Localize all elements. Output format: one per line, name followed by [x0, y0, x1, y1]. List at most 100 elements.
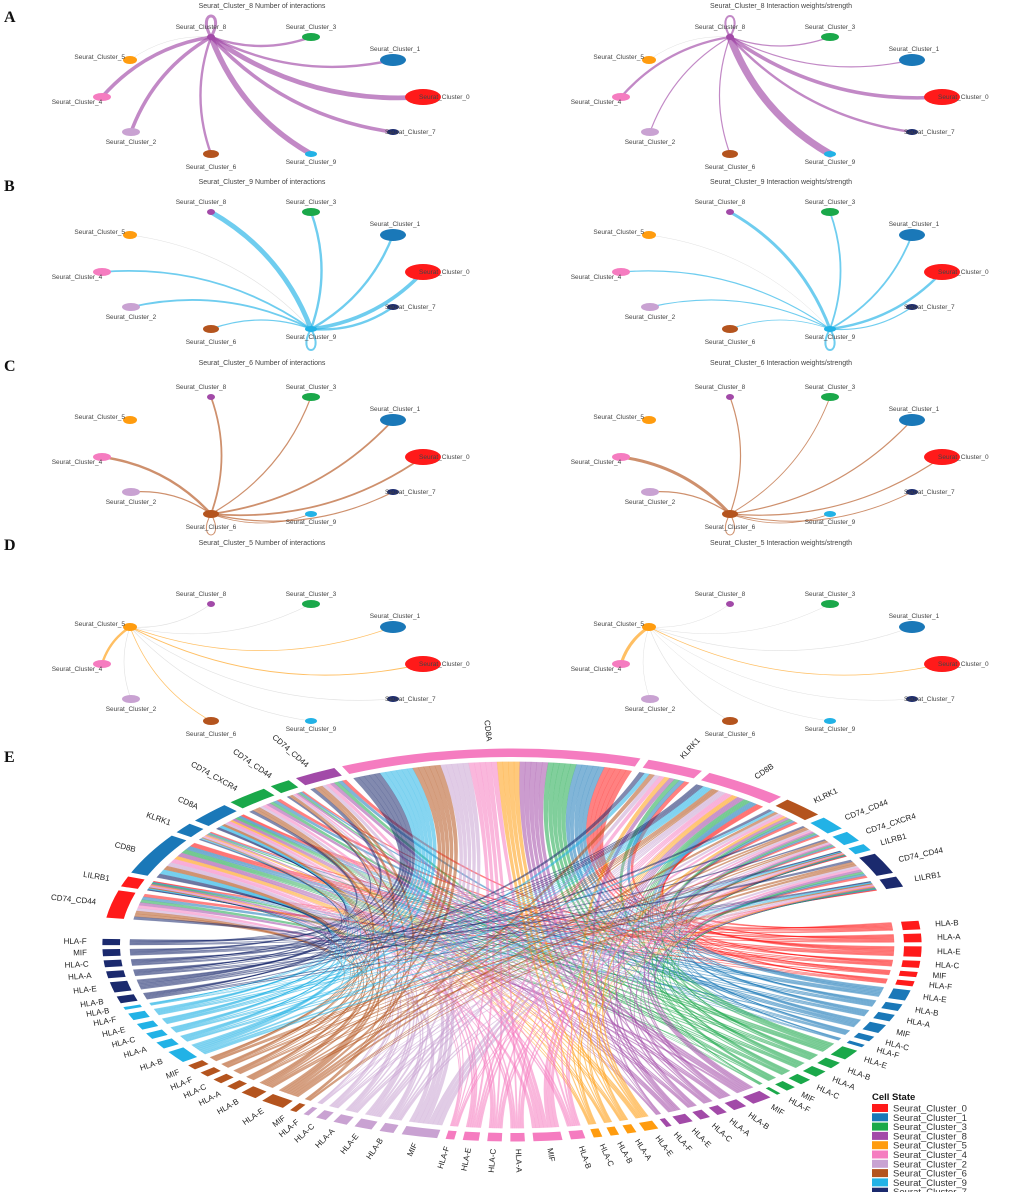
node-label-cluster-3: Seurat_Cluster_3 [286, 24, 337, 31]
sector-label: HLA-B [747, 1110, 771, 1131]
node-label-cluster-9: Seurat_Cluster_9 [286, 159, 337, 166]
node-cluster-6 [203, 325, 219, 333]
node-label-cluster-1: Seurat_Cluster_1 [370, 46, 421, 53]
sector-label: HLA-C [598, 1142, 616, 1168]
node-cluster-4 [612, 93, 630, 101]
node-cluster-6 [203, 717, 219, 725]
node-label-cluster-1: Seurat_Cluster_1 [889, 613, 940, 620]
node-label-cluster-5: Seurat_Cluster_5 [593, 621, 644, 628]
ribbon-HLA-E-to-KLRK1 [289, 773, 655, 1096]
sector-hla-c [213, 1073, 234, 1084]
ribbon-HLA-E-to-KLRK1 [295, 811, 779, 1098]
edge-6-to-8 [210, 396, 223, 515]
edge-5-to-8 [648, 603, 731, 628]
legend-title: Cell State [872, 1092, 915, 1103]
ribbon-HLA-B-to-LILRB1 [202, 882, 873, 1055]
node-label-cluster-1: Seurat_Cluster_1 [889, 46, 940, 53]
edge-5-to-1 [129, 626, 394, 651]
edges [620, 210, 944, 351]
sector-label: CD8A [482, 720, 493, 743]
sector-hla-f [445, 1130, 457, 1140]
ribbon-MIF-to-CD74_CD44 [129, 916, 322, 951]
sector-hla-e [888, 988, 911, 1001]
sector-label: CD74_CXCR4 [865, 811, 918, 836]
sector-hla-f [765, 1087, 781, 1095]
sector-hla-f [659, 1118, 672, 1127]
edge-6-to-0 [210, 456, 424, 517]
ribbon-HLA-B-to-LILRB1 [568, 885, 875, 1126]
sector-hla-e [262, 1093, 293, 1108]
ribbon-HLA-F-to-CD8B [170, 861, 462, 1127]
edge-9-to-2 [649, 299, 831, 330]
ribbon-HLA-F-to-LILRB1 [129, 889, 326, 941]
edge-8-to-4 [619, 35, 732, 99]
edge-8-to-9 [208, 34, 314, 157]
sector-hla-e [830, 1046, 858, 1060]
node-label-cluster-9: Seurat_Cluster_9 [805, 334, 856, 341]
ribbon-HLA-B-to-CD8B [622, 798, 745, 1098]
node-cluster-8 [207, 209, 215, 215]
node-cluster-8 [726, 394, 734, 400]
panel-letter-d: D [4, 537, 16, 554]
ribbon-HLA-F-to-LILRB1 [225, 851, 842, 1068]
sector-mif [775, 1080, 795, 1091]
edge-9-to-0 [828, 270, 944, 331]
node-cluster-7 [387, 129, 399, 135]
ribbon-HLA-B-to-CD8A [230, 820, 608, 1123]
edge-8-to-2 [129, 35, 213, 134]
edge-5-to-7 [129, 626, 394, 701]
ribbon-HLA-A-to-CD8B [175, 856, 623, 1121]
sector-label: HLA-C [935, 960, 960, 970]
node-label-cluster-0: Seurat_Cluster_0 [938, 661, 989, 668]
edge-8-to-5 [648, 36, 731, 61]
ribbon-HLA-B-to-LILRB1 [647, 887, 876, 1097]
edge-9-to-1 [309, 233, 395, 331]
node-cluster-0 [405, 264, 441, 280]
ribbon-HLA-E-to-KLRK1 [140, 809, 773, 990]
ribbon-HLA-B-to-CD8B [180, 852, 723, 1099]
node-cluster-3 [821, 33, 839, 41]
node-label-cluster-0: Seurat_Cluster_0 [938, 94, 989, 101]
plot-title: Seurat_Cluster_9 Number of interactions [199, 179, 326, 186]
ribbon-HLA-F-to-CD8A [223, 767, 442, 1067]
node-cluster-5 [642, 56, 656, 64]
node-cluster-0 [924, 449, 960, 465]
node-label-cluster-2: Seurat_Cluster_2 [106, 139, 157, 146]
sector-hla-c [103, 959, 123, 968]
ribbon-HLA-C-to-LILRB1 [131, 850, 841, 966]
sector-label: MIF [165, 1067, 181, 1080]
ribbon-MIF-to-CD74_CD44 [307, 828, 810, 1101]
ribbon-HLA-B-to-LILRB1 [677, 888, 876, 1056]
sector-label: HLA-B [364, 1136, 385, 1161]
network-b-strength: Seurat_Cluster_9 Interaction weights/str… [571, 179, 989, 351]
sector-hla-b [116, 994, 138, 1004]
sector-label: HLA-A [937, 932, 961, 941]
node-cluster-9 [305, 511, 317, 517]
sector-hla-a [106, 970, 126, 979]
node-label-cluster-4: Seurat_Cluster_4 [52, 274, 103, 281]
ribbon-HLA-C-to-LILRB1 [668, 887, 876, 1072]
node-cluster-4 [93, 93, 111, 101]
node-label-cluster-4: Seurat_Cluster_4 [571, 274, 622, 281]
ribbon-HLA-C-to-LILRB1 [500, 885, 874, 1129]
edge-5-to-3 [648, 603, 831, 634]
edge-5-to-9 [648, 626, 831, 722]
ribbon-HLA-E-to-CD8A [561, 763, 830, 1049]
edges [619, 603, 943, 722]
edge-5-to-0 [129, 626, 424, 676]
edge-5-to-6 [648, 626, 731, 722]
sector-hla-c [901, 960, 921, 968]
ribbon-HLA-F-to-LILRB1 [684, 888, 877, 1039]
ribbon-HLA-F-to-LILRB1 [321, 884, 874, 1105]
ribbon-HLA-F-to-LILRB1 [320, 852, 843, 1105]
ribbon-MIF-to-CD74_CD44 [212, 786, 395, 1060]
sector-label: MIF [405, 1141, 419, 1157]
node-cluster-6 [203, 150, 219, 158]
edge-5-to-8 [129, 603, 212, 628]
node-cluster-4 [93, 660, 111, 668]
sector-label: LILRB1 [914, 870, 942, 883]
sector-mif [188, 1060, 209, 1070]
ribbon-HLA-F-to-LILRB1 [157, 851, 842, 1015]
edges [100, 396, 424, 536]
legend-swatch-cluster-7 [872, 1187, 888, 1192]
